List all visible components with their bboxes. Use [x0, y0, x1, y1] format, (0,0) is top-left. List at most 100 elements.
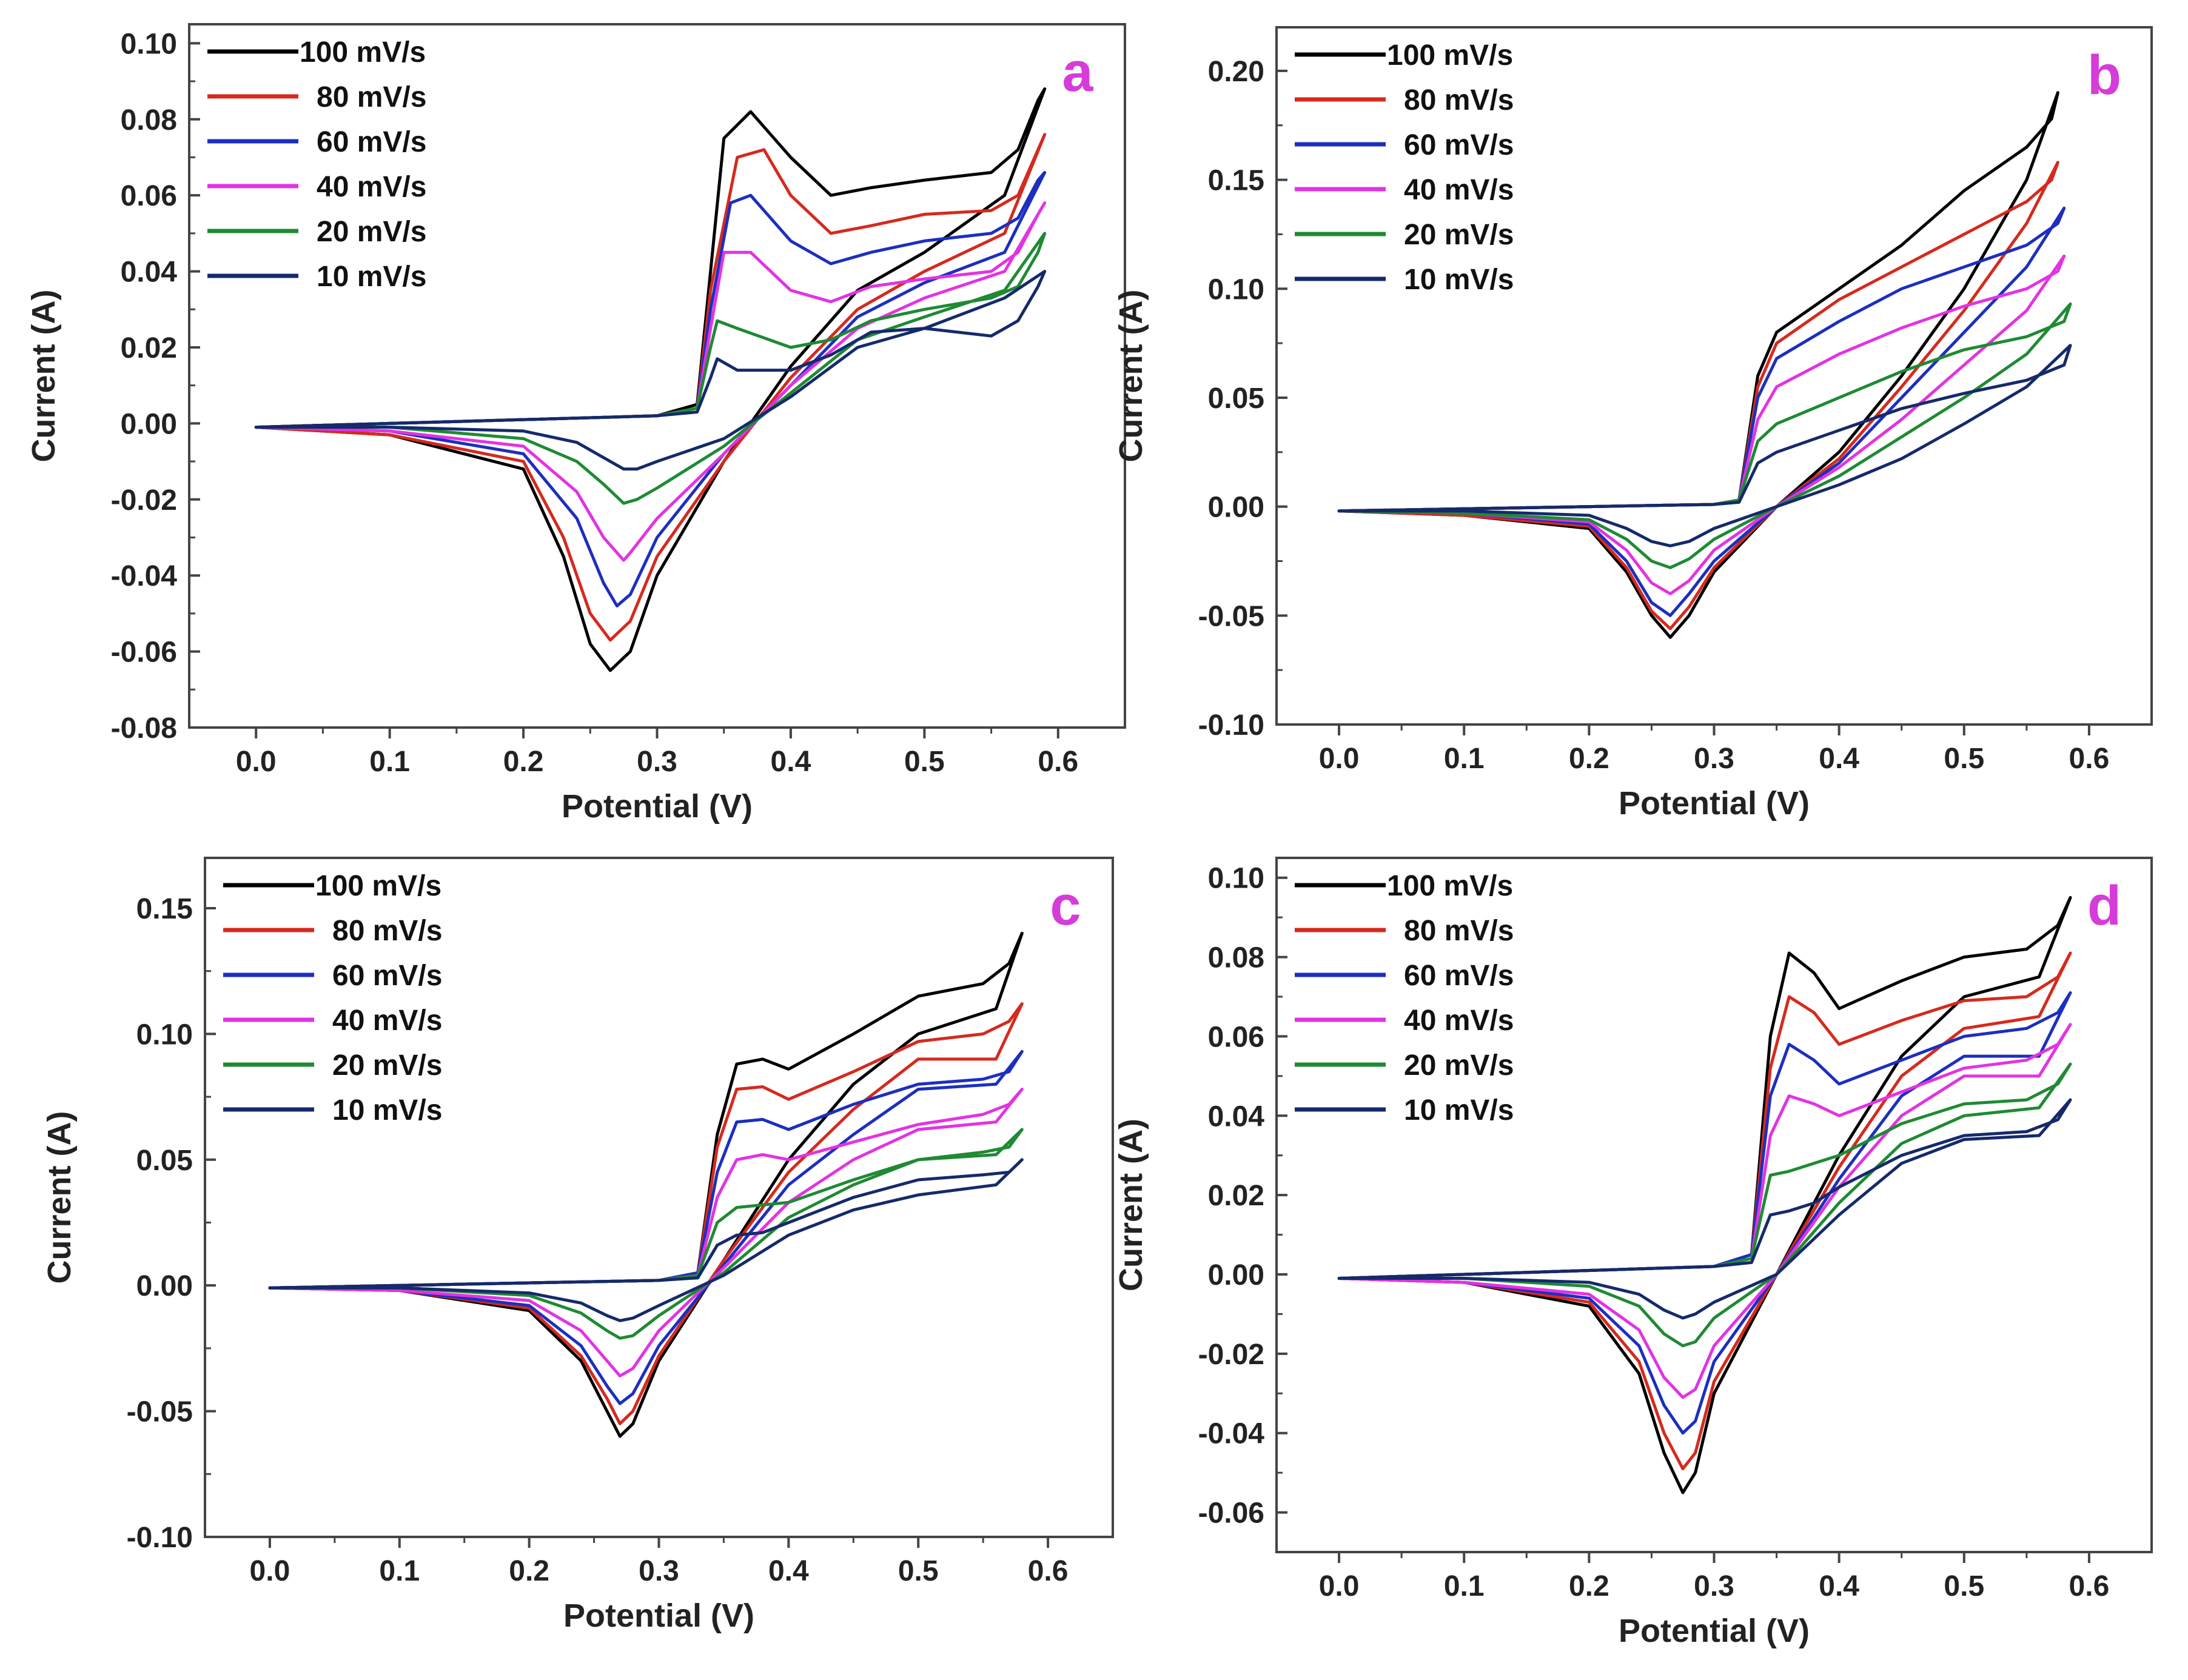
y-tick-label: -0.02: [1198, 1339, 1264, 1371]
series-line-20mvs: [1337, 302, 2072, 569]
series-line-20mvs: [254, 232, 1047, 505]
x-axis-label: Potential (V): [562, 788, 753, 825]
y-tick-label: 0.00: [136, 1270, 193, 1302]
legend-label: 60 mV/s: [317, 126, 426, 158]
legend-label: 10 mV/s: [1404, 1094, 1514, 1126]
x-tick-label: 0.3: [639, 1555, 679, 1587]
series-line-80mvs: [254, 133, 1047, 642]
x-tick-label: 0.5: [898, 1555, 939, 1587]
x-tick-label: 0.2: [503, 746, 544, 778]
y-tick-label: 0.04: [1208, 1100, 1265, 1133]
x-tick-label: 0.1: [369, 746, 410, 778]
x-tick-label: 0.1: [379, 1555, 420, 1587]
y-tick-label: -0.10: [1198, 709, 1264, 741]
x-tick-label: 0.1: [1444, 1570, 1485, 1602]
legend-label: 20 mV/s: [332, 1049, 442, 1082]
series-line-10mvs: [268, 1158, 1024, 1322]
panel-letter: a: [1062, 41, 1093, 103]
y-tick-label: -0.06: [1198, 1498, 1264, 1530]
x-tick-label: 0.6: [2069, 1570, 2110, 1602]
y-tick-label: 0.10: [136, 1019, 193, 1051]
panel-letter: d: [2087, 875, 2121, 937]
series-line-40mvs: [254, 201, 1047, 562]
x-tick-label: 0.6: [1028, 1555, 1069, 1587]
y-tick-label: 0.08: [121, 104, 177, 136]
legend-label: 100 mV/s: [1387, 870, 1513, 902]
y-tick-label: 0.02: [121, 332, 177, 364]
legend-label: 10 mV/s: [1404, 264, 1514, 296]
x-tick-label: 0.4: [771, 746, 811, 778]
panel-b: -0.10 -0.05 0.00 0.05 0.10 0.15 0.20 0.0 0.1 0.2 0…: [1113, 26, 2153, 822]
x-tick-label: 0.6: [1038, 746, 1078, 778]
series-line-40mvs: [1337, 1023, 2072, 1399]
x-tick-label: 0.6: [2069, 743, 2110, 775]
panel-d: -0.06 -0.04 -0.02 0.00 0.02 0.04 0.06 0.08 0.10 0…: [1113, 857, 2153, 1649]
series-line-20mvs: [268, 1128, 1024, 1340]
legend-label: 10 mV/s: [332, 1094, 442, 1126]
legend-label: 20 mV/s: [1404, 1049, 1514, 1082]
y-tick-label: 0.05: [1208, 383, 1264, 415]
legend-label: 20 mV/s: [1404, 219, 1514, 251]
legend-label: 10 mV/s: [317, 261, 426, 293]
panel-letter: b: [2087, 44, 2121, 106]
series-line-40mvs: [268, 1088, 1024, 1377]
y-tick-label: -0.05: [1198, 600, 1264, 632]
y-tick-label: -0.06: [111, 637, 177, 669]
legend-label: 40 mV/s: [332, 1005, 442, 1037]
legend-label: 40 mV/s: [317, 171, 426, 203]
panel-c: -0.10 -0.05 0.00 0.05 0.10 0.15 0.0 0.1 0.2 0.3 0.…: [41, 857, 1114, 1634]
legend-label: 80 mV/s: [1404, 84, 1514, 116]
series-line-10mvs: [1337, 1098, 2072, 1320]
legend-label: 100 mV/s: [300, 36, 426, 69]
legend-label: 60 mV/s: [1404, 129, 1514, 161]
x-tick-label: 0.2: [1569, 1570, 1609, 1602]
series-line-60mvs: [268, 1049, 1024, 1405]
x-tick-label: 0.0: [236, 746, 277, 778]
x-tick-label: 0.0: [250, 1555, 290, 1587]
y-tick-label: 0.20: [1208, 56, 1264, 88]
y-axis-label: Current (A): [25, 290, 62, 463]
series-line-10mvs: [254, 270, 1047, 471]
x-axis-label: Potential (V): [563, 1598, 754, 1634]
x-tick-label: 0.0: [1319, 743, 1360, 775]
x-tick-label: 0.3: [1694, 1570, 1734, 1602]
y-tick-label: -0.10: [127, 1522, 193, 1554]
legend-label: 20 mV/s: [317, 216, 426, 248]
legend-label: 40 mV/s: [1404, 174, 1514, 206]
x-tick-label: 0.2: [509, 1555, 549, 1587]
legend-label: 100 mV/s: [1387, 39, 1513, 72]
legend-label: 60 mV/s: [332, 960, 442, 992]
x-tick-label: 0.5: [1944, 743, 1984, 775]
y-tick-label: 0.02: [1208, 1180, 1264, 1212]
y-tick-label: -0.04: [1198, 1418, 1265, 1450]
x-tick-label: 0.2: [1569, 743, 1609, 775]
y-tick-label: -0.08: [111, 712, 177, 745]
x-tick-label: 0.3: [637, 746, 677, 778]
y-axis-label: Current (A): [1113, 290, 1149, 463]
x-tick-label: 0.0: [1319, 1570, 1360, 1602]
legend-label: 80 mV/s: [1404, 915, 1514, 947]
y-tick-label: 0.10: [1208, 863, 1264, 895]
y-tick-label: -0.05: [127, 1396, 193, 1428]
y-axis-label: Current (A): [41, 1111, 78, 1284]
x-axis-label: Potential (V): [1619, 1613, 1810, 1649]
y-tick-label: -0.04: [111, 560, 178, 592]
y-tick-label: 0.00: [1208, 492, 1264, 524]
y-tick-label: 0.10: [1208, 273, 1264, 306]
y-tick-label: 0.00: [121, 408, 177, 440]
y-tick-label: 0.05: [136, 1145, 193, 1177]
series-line-80mvs: [268, 1002, 1024, 1425]
legend-label: 60 mV/s: [1404, 960, 1514, 992]
legend-label: 40 mV/s: [1404, 1005, 1514, 1037]
y-tick-label: 0.06: [121, 180, 177, 212]
series-line-10mvs: [1337, 344, 2072, 547]
panel-a: -0.08-0.06-0.04-0.020.000.020.040.060.08…: [25, 23, 1126, 825]
y-tick-label: 0.04: [121, 256, 178, 289]
x-tick-label: 0.4: [768, 1555, 809, 1587]
series-line-60mvs: [1337, 991, 2072, 1435]
legend-label: 80 mV/s: [332, 915, 442, 947]
x-tick-label: 0.5: [1944, 1570, 1984, 1602]
y-tick-label: 0.10: [121, 28, 177, 60]
